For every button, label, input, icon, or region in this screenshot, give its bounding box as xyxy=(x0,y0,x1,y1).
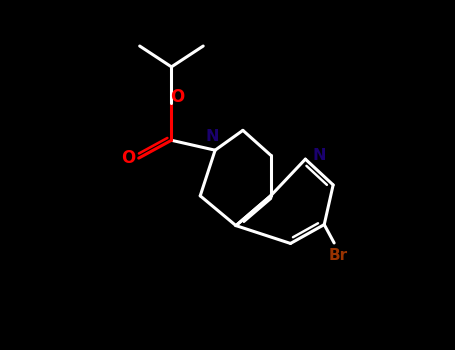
Text: Br: Br xyxy=(329,248,348,263)
Text: O: O xyxy=(121,149,135,167)
Text: N: N xyxy=(313,148,326,163)
Text: O: O xyxy=(170,88,185,106)
Text: N: N xyxy=(206,129,219,144)
